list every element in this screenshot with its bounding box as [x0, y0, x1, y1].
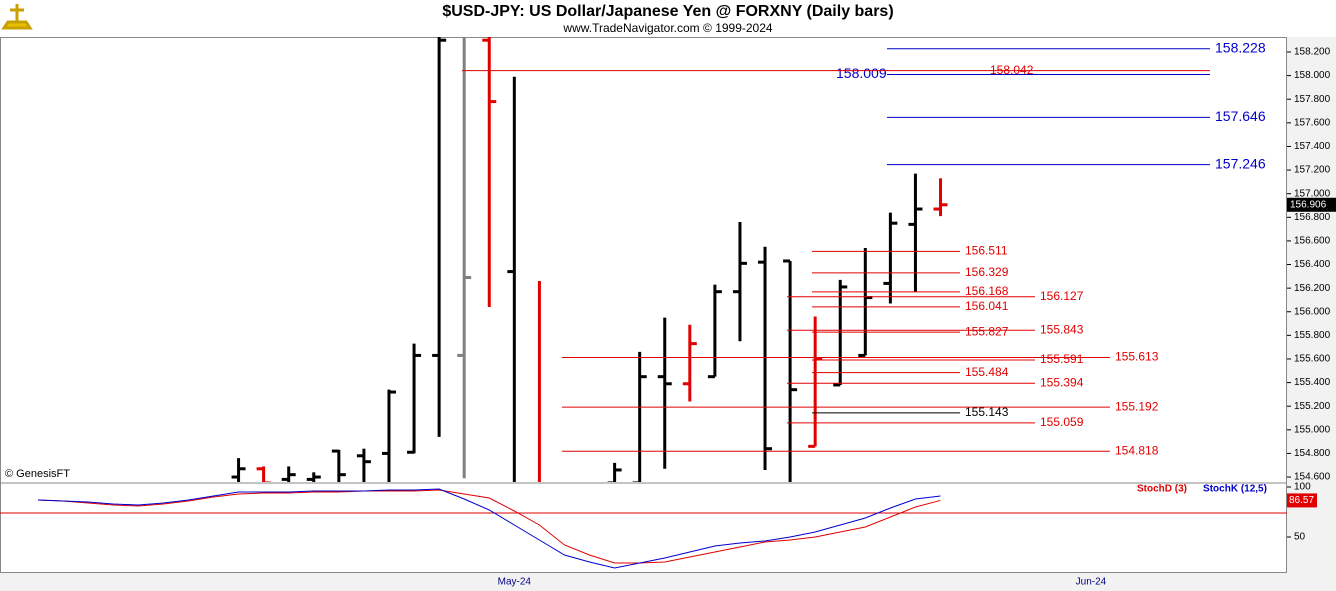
- last-value-label: 86.57: [1289, 495, 1314, 506]
- x-tick-label: Jun-24: [1076, 577, 1107, 588]
- x-axis-strip: [0, 573, 1336, 591]
- level-label: 155.484: [965, 365, 1009, 379]
- y-tick-label: 156.200: [1294, 283, 1331, 294]
- y-tick-label: 158.000: [1294, 70, 1331, 81]
- level-label: 155.394: [1040, 375, 1084, 389]
- level-label: 158.042: [990, 63, 1034, 77]
- y-tick-label: 50: [1294, 532, 1306, 543]
- level-label: 158.009: [836, 65, 887, 81]
- logo: [1, 4, 33, 30]
- level-label: 156.041: [965, 299, 1009, 313]
- y-axis-strip: [1287, 37, 1336, 573]
- level-label: 156.329: [965, 265, 1009, 279]
- y-tick-label: 155.600: [1294, 354, 1331, 365]
- y-tick-label: 155.000: [1294, 424, 1331, 435]
- level-label: 155.192: [1115, 399, 1159, 413]
- last-price-box: [1287, 197, 1336, 212]
- level-label: 155.591: [1040, 352, 1084, 366]
- y-tick-label: 155.800: [1294, 330, 1331, 341]
- y-tick-label: 154.800: [1294, 448, 1331, 459]
- y-tick-label: 157.200: [1294, 165, 1331, 176]
- level-label: 158.228: [1215, 39, 1266, 55]
- y-tick-label: 158.200: [1294, 47, 1331, 58]
- plot-frame: [0, 37, 1287, 573]
- y-tick-label: 156.400: [1294, 259, 1331, 270]
- level-label: 155.059: [1040, 415, 1084, 429]
- level-label: 155.827: [965, 324, 1009, 338]
- stoch-line: [37, 489, 941, 564]
- legend-entry: StochD (3): [1137, 484, 1187, 495]
- y-tick-label: 155.200: [1294, 401, 1331, 412]
- price-plot: 158.228 158.009 158.042 157.646 157.246 156.5…: [231, 37, 1266, 482]
- y-tick-label: 100: [1294, 482, 1311, 493]
- y-tick-label: 157.600: [1294, 117, 1331, 128]
- stoch-plot: [37, 488, 941, 569]
- y-tick-label: 157.800: [1294, 94, 1331, 105]
- level-label: 156.127: [1040, 289, 1084, 303]
- y-tick-label: 157.400: [1294, 141, 1331, 152]
- last-value-box: [1287, 493, 1317, 508]
- y-tick-label: 156.600: [1294, 236, 1331, 247]
- level-label: 154.818: [1115, 443, 1159, 457]
- watermark: © GenesisFT: [5, 468, 70, 480]
- x-tick-label: May-24: [498, 577, 532, 588]
- y-tick-label: 157.000: [1294, 188, 1331, 199]
- level-label: 157.246: [1215, 155, 1266, 171]
- stoch-line: [37, 488, 941, 569]
- chart-title: $USD-JPY: US Dollar/Japanese Yen @ FORXN…: [442, 3, 893, 20]
- legend-entry: StochK (12,5): [1203, 484, 1267, 495]
- chart-subtitle: www.TradeNavigator.com © 1999-2024: [562, 21, 772, 35]
- level-label: 155.613: [1115, 350, 1159, 364]
- y-tick-label: 155.400: [1294, 377, 1331, 388]
- level-label: 157.646: [1215, 108, 1266, 124]
- level-label: 155.143: [965, 405, 1009, 419]
- level-label: 156.168: [965, 284, 1009, 298]
- level-label: 156.511: [965, 244, 1008, 258]
- y-tick-label: 156.800: [1294, 212, 1331, 223]
- y-tick-label: 156.000: [1294, 306, 1331, 317]
- level-label: 155.843: [1040, 322, 1084, 336]
- last-price-label: 156.906: [1290, 199, 1327, 210]
- y-tick-label: 154.600: [1294, 472, 1331, 483]
